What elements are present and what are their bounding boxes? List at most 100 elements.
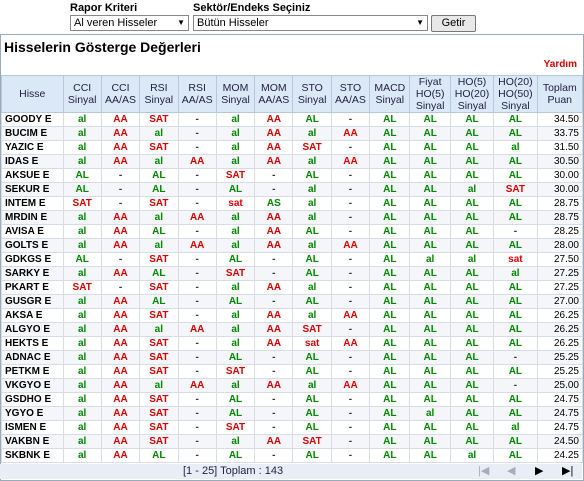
table-row: PKART E SAT - SAT - al AA al - AL AL AL AL 27.25 — [1, 280, 584, 295]
footer: [1 - 25] Toplam : 143 |◀ ◀ ▶ ▶| — [0, 464, 582, 479]
first-page[interactable]: |◀ — [478, 465, 490, 477]
sector-select[interactable]: Bütün Hisseler — [193, 15, 428, 31]
signal-cell: AL — [369, 140, 411, 155]
signal-cell: AL — [292, 406, 332, 421]
signal-cell: AA — [100, 308, 141, 323]
signal-cell: SAT — [139, 308, 179, 323]
signal-cell: al — [62, 336, 102, 351]
signal-cell: AA — [330, 378, 371, 393]
signal-cell: AA — [100, 378, 141, 393]
signal-cell: AL — [409, 210, 451, 225]
help-link[interactable]: Yardım — [543, 59, 577, 70]
signal-cell: - — [254, 294, 294, 309]
signal-cell: AL — [292, 224, 332, 239]
signal-cell: al — [62, 140, 102, 155]
signal-cell: AL — [369, 126, 411, 141]
signal-cell: al — [215, 140, 256, 155]
signal-cell: AL — [369, 280, 411, 295]
signal-cell: - — [330, 434, 371, 449]
signal-cell: - — [254, 448, 294, 463]
stock-cell: ISMEN E — [1, 420, 64, 435]
report-select[interactable]: Al veren Hisseler — [70, 15, 189, 31]
signal-cell: - — [254, 266, 294, 281]
signal-cell: - — [330, 364, 371, 379]
signal-cell: AL — [369, 154, 411, 169]
signal-cell: - — [177, 266, 217, 281]
signal-cell: AA — [177, 378, 217, 393]
signal-cell: AL — [449, 336, 495, 351]
signal-cell: - — [493, 224, 538, 239]
signal-cell: AL — [292, 420, 332, 435]
signal-cell: SAT — [292, 434, 332, 449]
signal-cell: AL — [62, 252, 102, 267]
signal-cell: al — [62, 154, 102, 169]
signal-cell: AL — [409, 126, 451, 141]
signal-cell: AA — [254, 126, 294, 141]
signal-cell: al — [409, 252, 451, 267]
signal-cell: - — [254, 364, 294, 379]
signal-cell: AL — [215, 448, 256, 463]
signal-cell: AA — [100, 448, 141, 463]
signal-cell: AA — [100, 154, 141, 169]
signal-cell: al — [215, 434, 256, 449]
signal-cell: SAT — [139, 420, 179, 435]
signal-cell: AL — [493, 406, 538, 421]
next-page[interactable]: ▶ — [535, 465, 544, 477]
signal-cell: - — [330, 140, 371, 155]
submit-button[interactable]: Getir — [431, 15, 476, 32]
signal-cell: AA — [100, 364, 141, 379]
column-header: CCI Sinyal — [62, 75, 102, 113]
header-line: Fiyat — [418, 76, 442, 88]
signal-cell: AA — [100, 336, 141, 351]
score-cell: 28.75 — [536, 196, 584, 211]
signal-cell: AL — [493, 294, 538, 309]
signal-cell: - — [330, 280, 371, 295]
signal-cell: AL — [409, 434, 451, 449]
signal-cell: AL — [409, 182, 451, 197]
header-line: MOM — [222, 82, 249, 94]
signal-cell: al — [215, 308, 256, 323]
signal-cell: AL — [292, 364, 332, 379]
stock-cell: PETKM E — [1, 364, 64, 379]
signal-cell: AL — [292, 350, 332, 365]
signal-cell: al — [139, 378, 179, 393]
stock-cell: HEKTS E — [1, 336, 64, 351]
signal-cell: AL — [493, 280, 538, 295]
prev-page[interactable]: ◀ — [507, 465, 516, 477]
signal-cell: AA — [177, 238, 217, 253]
signal-cell: - — [254, 182, 294, 197]
signal-cell: - — [330, 210, 371, 225]
signal-cell: al — [62, 266, 102, 281]
signal-cell: al — [215, 112, 256, 127]
header-line: RSI — [188, 82, 206, 94]
signal-cell: - — [493, 378, 538, 393]
header-line: AA/AS — [105, 94, 136, 106]
signal-cell: - — [100, 168, 141, 183]
signal-cell: AL — [449, 154, 495, 169]
signal-cell: AL — [139, 168, 179, 183]
signal-cell: AL — [369, 392, 411, 407]
score-cell: 28.00 — [536, 238, 584, 253]
score-cell: 30.50 — [536, 154, 584, 169]
column-header: HO(5) HO(20) Sinyal — [449, 75, 495, 113]
column-header: MACD Sinyal — [369, 75, 411, 113]
signal-cell: AL — [139, 448, 179, 463]
signal-cell: al — [292, 210, 332, 225]
header-line: CCI — [73, 82, 92, 94]
signal-cell: AA — [330, 154, 371, 169]
stock-cell: PKART E — [1, 280, 64, 295]
last-page[interactable]: ▶| — [562, 465, 574, 477]
signal-cell: AL — [215, 294, 256, 309]
signal-cell: AL — [409, 280, 451, 295]
signal-cell: - — [330, 112, 371, 127]
signal-cell: AL — [449, 238, 495, 253]
signal-cell: SAT — [139, 112, 179, 127]
signal-cell: AL — [409, 238, 451, 253]
header-line: HO(5) — [457, 76, 487, 88]
signal-cell: AL — [449, 112, 495, 127]
